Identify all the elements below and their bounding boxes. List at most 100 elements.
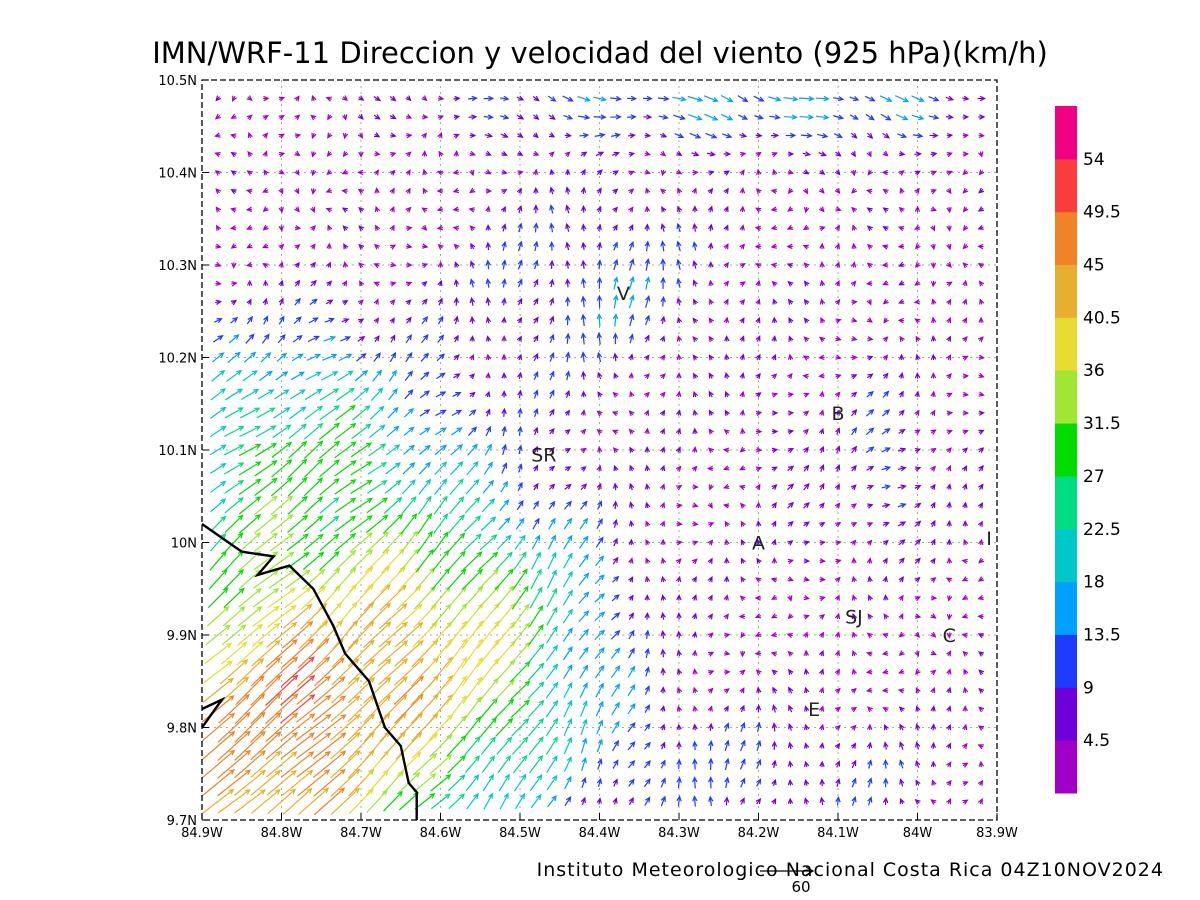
wind-vector (357, 188, 364, 195)
wind-vector-shaft (531, 535, 541, 550)
wind-vector-shaft (292, 335, 303, 343)
wind-vector (704, 113, 719, 121)
wind-vector (334, 497, 357, 514)
wind-vector (707, 594, 713, 601)
wind-vector (832, 95, 845, 102)
wind-vector-shaft (369, 406, 384, 420)
wind-vector-shaft (579, 518, 588, 530)
wind-vector (660, 723, 666, 731)
wind-vector-head (724, 151, 732, 157)
wind-vector-shaft (363, 621, 391, 649)
wind-vector-shaft (380, 731, 406, 761)
wind-vector (564, 409, 570, 416)
wind-vector-head (739, 390, 745, 398)
wind-vector-shaft (510, 623, 530, 647)
wind-vector-head (394, 462, 401, 468)
wind-vector (818, 151, 827, 157)
wind-vector-shaft (210, 498, 226, 513)
wind-vector (629, 464, 635, 472)
wind-vector (771, 447, 779, 453)
wind-vector-shaft (257, 389, 274, 400)
wind-vector (740, 721, 746, 733)
wind-vector-head (402, 658, 409, 665)
wind-vector (352, 405, 371, 421)
wind-vector-head (536, 568, 542, 575)
wind-vector-head (491, 717, 497, 724)
wind-vector (334, 550, 357, 572)
wind-vector (359, 280, 365, 287)
wind-vector-head (583, 610, 590, 617)
wind-vector (675, 409, 682, 416)
wind-vector-shaft (280, 694, 315, 724)
wind-vector-head (284, 407, 291, 413)
wind-vector (787, 797, 794, 805)
wind-vector (754, 613, 762, 619)
wind-vector-head (645, 187, 651, 194)
wind-vector-shaft (578, 554, 589, 568)
wind-vector-shaft (334, 460, 356, 477)
wind-vector-head (850, 687, 857, 694)
wind-vector (819, 742, 825, 749)
wind-vector-head (428, 548, 434, 556)
wind-vector (818, 686, 825, 694)
wind-vector (867, 759, 873, 769)
wind-vector-head (628, 223, 634, 231)
wind-vector-head (803, 760, 810, 768)
wind-vector-shaft (549, 334, 554, 344)
wind-vector (866, 632, 873, 639)
wind-vector-head (740, 777, 746, 784)
wind-vector-shaft (398, 792, 419, 811)
wind-vector (819, 778, 825, 787)
wind-vector (448, 496, 465, 515)
wind-vector (549, 427, 555, 435)
wind-vector (580, 390, 587, 398)
wind-vector-shaft (769, 115, 780, 119)
wind-vector-head (392, 388, 398, 395)
wind-vector (232, 95, 238, 102)
wind-vector (448, 793, 466, 810)
wind-vector (708, 335, 715, 342)
wind-vector (867, 777, 873, 788)
wind-vector (785, 132, 797, 139)
wind-vector (238, 443, 262, 457)
wind-vector (207, 587, 229, 609)
wind-vector-head (818, 427, 825, 435)
wind-vector (740, 576, 746, 583)
wind-vector-head (522, 568, 528, 575)
wind-vector-head (453, 133, 460, 139)
wind-vector (659, 409, 666, 416)
wind-vector-head (756, 520, 762, 527)
wind-vector (754, 225, 762, 231)
wind-vector-head (883, 741, 889, 748)
wind-vector (707, 187, 714, 195)
wind-vector (755, 797, 762, 805)
wind-vector-head (676, 277, 682, 285)
wind-vector (501, 316, 507, 324)
wind-vector-shaft (446, 695, 467, 723)
wind-vector-shaft (350, 442, 372, 458)
wind-vector (481, 755, 495, 773)
wind-vector-shaft (724, 758, 729, 771)
wind-vector-head (835, 427, 841, 434)
wind-vector-head (723, 298, 729, 305)
wind-vector (546, 755, 558, 773)
wind-vector (881, 668, 889, 675)
wind-vector-head (788, 151, 795, 157)
wind-vector-shaft (496, 737, 512, 755)
wind-vector (755, 151, 762, 158)
wind-vector-head (708, 522, 715, 528)
wind-vector-head (214, 170, 221, 176)
wind-vector (756, 557, 762, 564)
wind-vector-shaft (610, 630, 620, 640)
wind-vector-shaft (467, 427, 477, 436)
wind-vector-head (405, 299, 412, 306)
wind-vector-shaft (562, 571, 573, 588)
wind-vector (627, 741, 636, 751)
wind-vector-head (278, 279, 284, 287)
wind-vector (254, 442, 278, 457)
wind-vector (469, 187, 476, 194)
wind-vector-shaft (201, 769, 235, 797)
wind-vector-shaft (364, 549, 389, 573)
wind-vector-head (676, 741, 682, 748)
wind-vector-shaft (319, 534, 339, 551)
